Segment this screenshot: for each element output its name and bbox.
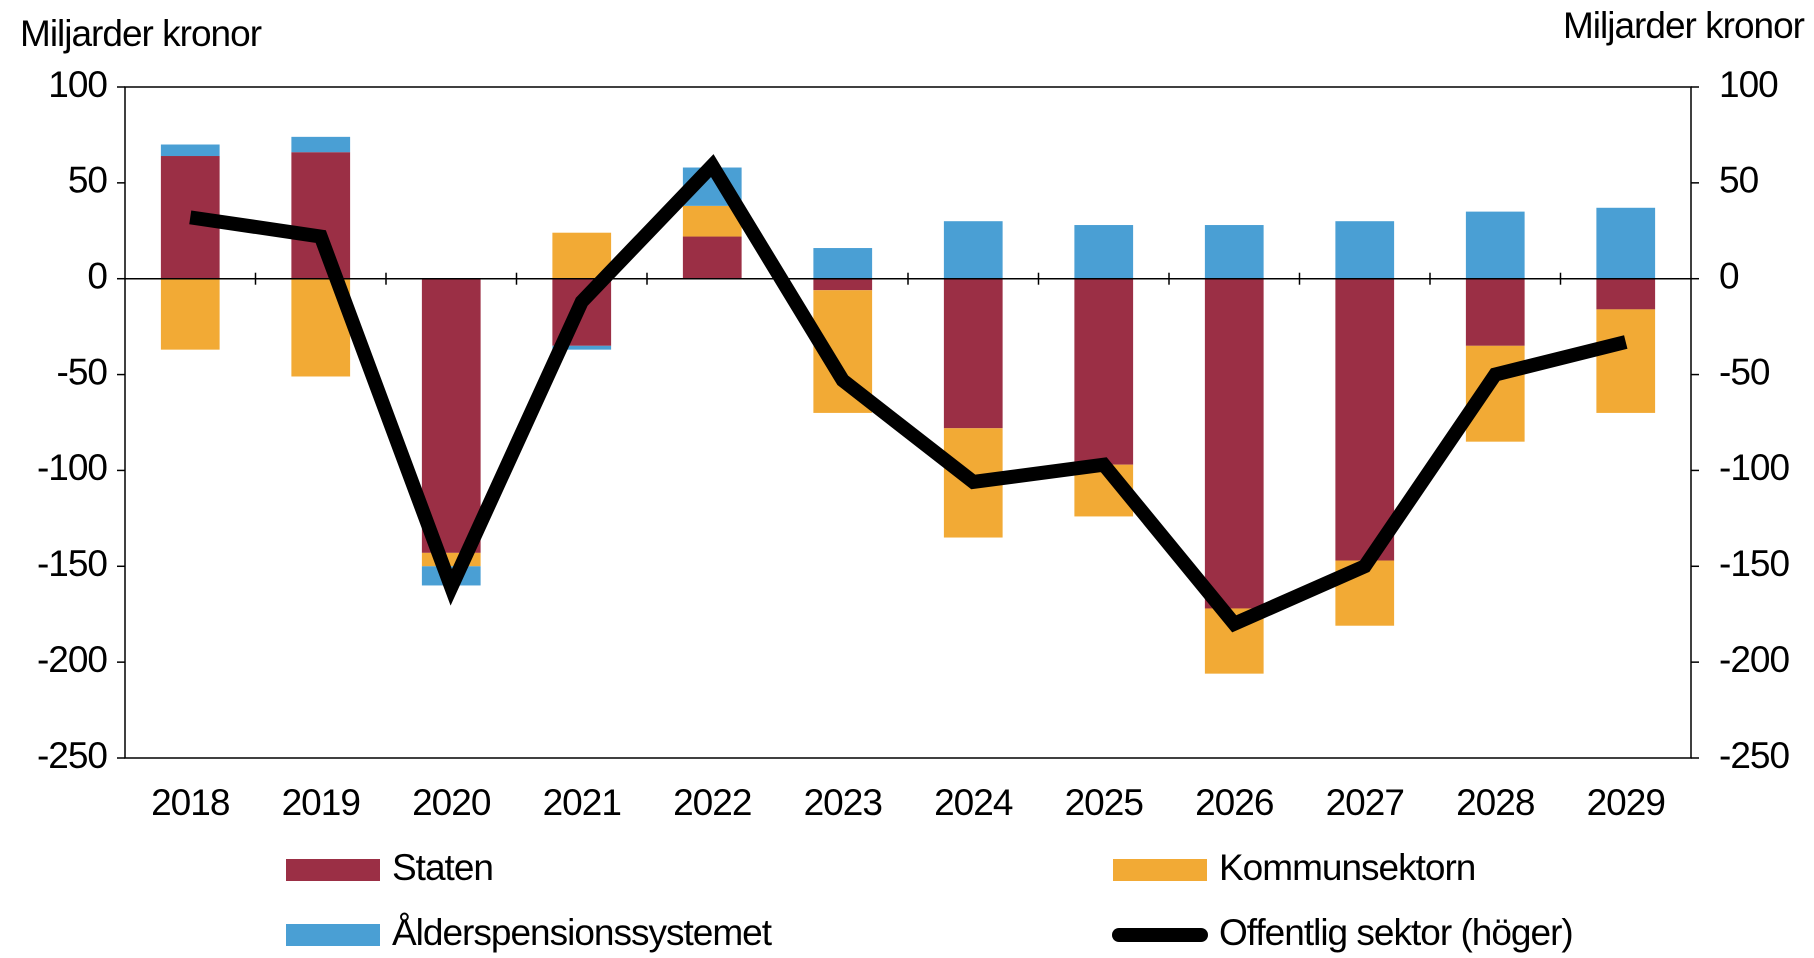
line — [189, 154, 1628, 633]
y2-tick-label: -250 — [1719, 735, 1789, 776]
bar — [1465, 278, 1525, 346]
bar — [943, 278, 1003, 429]
x-tick-label: 2029 — [1587, 782, 1665, 823]
y2-tick-label: -50 — [1719, 351, 1770, 392]
bar — [1596, 309, 1656, 413]
x-tick-label: 2018 — [151, 782, 229, 823]
y-tick-label: -100 — [37, 447, 107, 488]
y2-tick-label: 100 — [1719, 64, 1778, 105]
bar — [813, 248, 873, 279]
bar — [1335, 221, 1395, 279]
y2-tick-label: 0 — [1719, 255, 1739, 296]
bar — [160, 144, 220, 157]
legend-swatch — [286, 859, 380, 881]
bar — [1204, 225, 1264, 279]
bar — [1596, 278, 1656, 310]
y-tick-label: -150 — [37, 543, 107, 584]
y-tick-label: -200 — [37, 639, 107, 680]
bar — [552, 345, 612, 350]
plot-frame — [124, 86, 1692, 759]
bar — [1204, 278, 1264, 609]
y-tick-label: -250 — [37, 735, 107, 776]
bar — [1465, 211, 1525, 279]
x-tick-label: 2028 — [1456, 782, 1534, 823]
x-tick-label: 2021 — [543, 782, 621, 823]
legend-swatch — [1113, 859, 1207, 881]
x-tick-label: 2020 — [412, 782, 491, 823]
bar — [421, 278, 481, 553]
legend-label: Kommunsektorn — [1219, 847, 1475, 888]
bar — [1074, 225, 1134, 279]
x-tick-label: 2024 — [934, 782, 1013, 823]
x-tick-label: 2027 — [1326, 782, 1404, 823]
legend-label: Staten — [392, 847, 493, 888]
y-tick-label: 0 — [87, 255, 107, 296]
bar — [943, 221, 1003, 279]
bar — [1335, 278, 1395, 561]
bar — [552, 232, 612, 279]
legend-swatch — [286, 924, 380, 946]
y2-tick-label: 50 — [1719, 160, 1759, 201]
y2-tick-label: -200 — [1719, 639, 1789, 680]
y2-tick-label: -100 — [1719, 447, 1789, 488]
legend-label: Offentlig sektor (höger) — [1219, 912, 1573, 953]
x-tick-label: 2026 — [1195, 782, 1273, 823]
legend-label: Ålderspensionssystemet — [392, 912, 773, 953]
y-tick-label: 100 — [48, 64, 107, 105]
bar — [291, 136, 351, 153]
bar — [682, 236, 742, 279]
x-tick-label: 2023 — [804, 782, 882, 823]
y2-axis-title: Miljarder kronor — [1563, 5, 1805, 46]
x-tick-label: 2025 — [1065, 782, 1144, 823]
bar — [1596, 207, 1656, 279]
x-tick-label: 2019 — [282, 782, 360, 823]
y2-tick-label: -150 — [1719, 543, 1789, 584]
bar — [160, 278, 220, 350]
bar — [1074, 278, 1134, 465]
bar — [813, 278, 873, 291]
y-tick-label: -50 — [57, 351, 108, 392]
y-tick-label: 50 — [68, 160, 108, 201]
bar — [291, 152, 351, 279]
x-tick-label: 2022 — [673, 782, 751, 823]
y-axis-title: Miljarder kronor — [20, 13, 262, 54]
